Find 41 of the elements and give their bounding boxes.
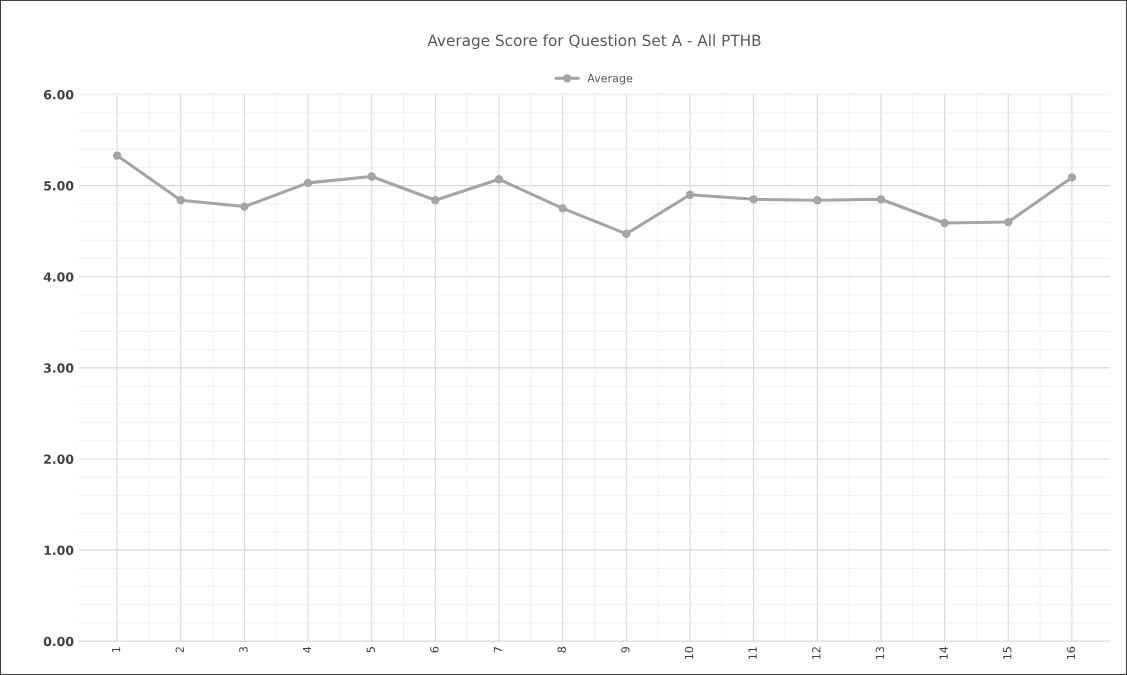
x-tick-label: 3	[239, 647, 248, 653]
point	[685, 190, 695, 199]
x-tick-label: 1	[112, 647, 121, 652]
point	[112, 151, 122, 160]
point	[176, 196, 185, 205]
y-tick-label: 1.00	[44, 545, 74, 556]
x-tick-label: 5	[366, 647, 375, 653]
x-tick-label: 15	[1003, 647, 1012, 660]
y-tick-label: 6.00	[43, 89, 74, 100]
point	[622, 229, 631, 239]
chart-title: Average Score for Question Set A - All PTHB	[427, 34, 761, 50]
x-tick-label: 8	[557, 646, 566, 653]
x-tick-label: 13	[875, 647, 885, 660]
x-tick-label: 10	[684, 646, 694, 660]
point	[940, 218, 949, 228]
x-tick-label: 11	[748, 647, 757, 660]
y-tick-label: 3.00	[44, 363, 74, 373]
y-tick-label: 5.00	[44, 181, 74, 191]
point	[1067, 173, 1077, 182]
x-tick-label: 12	[812, 647, 821, 660]
y-tick-label: 0.00	[43, 636, 74, 647]
x-tick-label: 14	[939, 646, 948, 660]
point	[367, 172, 376, 181]
x-tick-label: 16	[1066, 646, 1076, 660]
x-tick-label: 6	[430, 646, 439, 653]
y-tick-label: 2.00	[44, 454, 74, 464]
point	[1004, 217, 1013, 227]
point	[303, 178, 313, 188]
x-tick-label: 7	[493, 647, 503, 653]
point	[749, 195, 758, 204]
y-tick-label: 4.00	[43, 272, 74, 282]
point	[494, 175, 504, 184]
point	[876, 195, 886, 204]
point	[431, 196, 440, 205]
point	[813, 196, 822, 205]
point	[240, 202, 249, 211]
point	[558, 204, 567, 213]
x-tick-label: 4	[303, 646, 312, 653]
legend-label: Average	[587, 74, 633, 85]
x-tick-label: 2	[175, 647, 184, 653]
x-tick-label: 9	[621, 646, 630, 653]
